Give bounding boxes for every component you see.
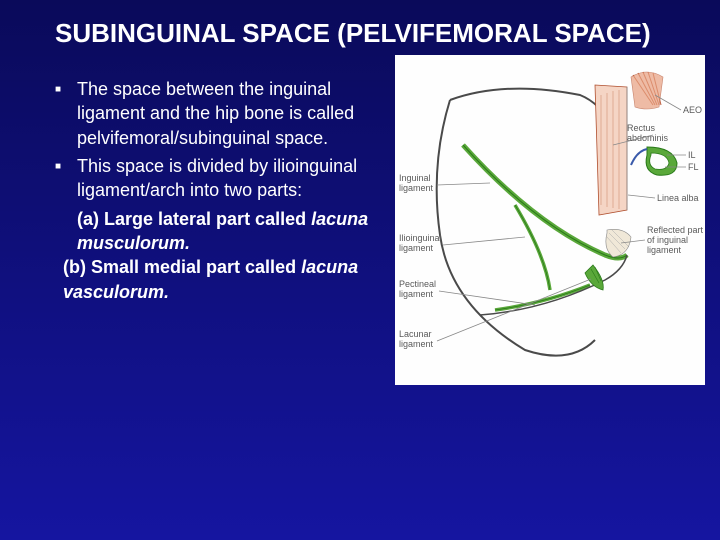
sub-item-a: (a) Large lateral part called lacuna mus… bbox=[77, 207, 385, 256]
figure-label: AEO bbox=[683, 105, 702, 115]
bullet-marker-icon: ■ bbox=[55, 77, 77, 150]
content-row: ■ The space between the inguinal ligamen… bbox=[55, 77, 690, 304]
figure-label: Pectineal bbox=[399, 279, 436, 289]
figure-column: AEORectusabdominisILFLLinea albaReflecte… bbox=[395, 77, 690, 304]
figure-label: Linea alba bbox=[657, 193, 699, 203]
figure-label: Rectus bbox=[627, 123, 656, 133]
bullet-text: This space is divided by ilioinguinal li… bbox=[77, 154, 385, 203]
figure-label: ligament bbox=[399, 243, 434, 253]
anatomy-figure: AEO Rectusabdominis IL FL Linea alba Reflecte… bbox=[395, 55, 705, 385]
figure-label: ligament bbox=[399, 183, 434, 193]
bullet-item: ■ This space is divided by ilioinguinal … bbox=[55, 154, 385, 203]
bullet-text: The space between the inguinal ligament … bbox=[77, 77, 385, 150]
slide-title: SUBINGUINAL SPACE (PELVIFEMORAL SPACE) bbox=[55, 18, 690, 49]
figure-label: Lacunar bbox=[399, 329, 432, 339]
sub-a-prefix: (a) Large lateral part called bbox=[77, 209, 311, 229]
text-column: ■ The space between the inguinal ligamen… bbox=[55, 77, 385, 304]
figure-label: FL bbox=[688, 162, 699, 172]
anatomy-svg: AEO Rectusabdominis IL FL Linea alba Reflecte… bbox=[395, 55, 705, 385]
figure-label: abdominis bbox=[627, 133, 669, 143]
figure-label: ligament bbox=[399, 339, 434, 349]
slide-container: SUBINGUINAL SPACE (PELVIFEMORAL SPACE) ■… bbox=[0, 0, 720, 540]
figure-label: Reflected part bbox=[647, 225, 704, 235]
bullet-marker-icon: ■ bbox=[55, 154, 77, 203]
figure-label: Inguinal bbox=[399, 173, 431, 183]
sub-item-b: (b) Small medial part called lacuna vasc… bbox=[63, 255, 385, 304]
figure-label: Ilioinguinal bbox=[399, 233, 442, 243]
figure-label: IL bbox=[688, 150, 696, 160]
figure-label: ligament bbox=[399, 289, 434, 299]
sub-b-prefix: (b) Small medial part called bbox=[63, 257, 301, 277]
figure-label: of inguinal bbox=[647, 235, 688, 245]
bullet-item: ■ The space between the inguinal ligamen… bbox=[55, 77, 385, 150]
figure-label: ligament bbox=[647, 245, 682, 255]
